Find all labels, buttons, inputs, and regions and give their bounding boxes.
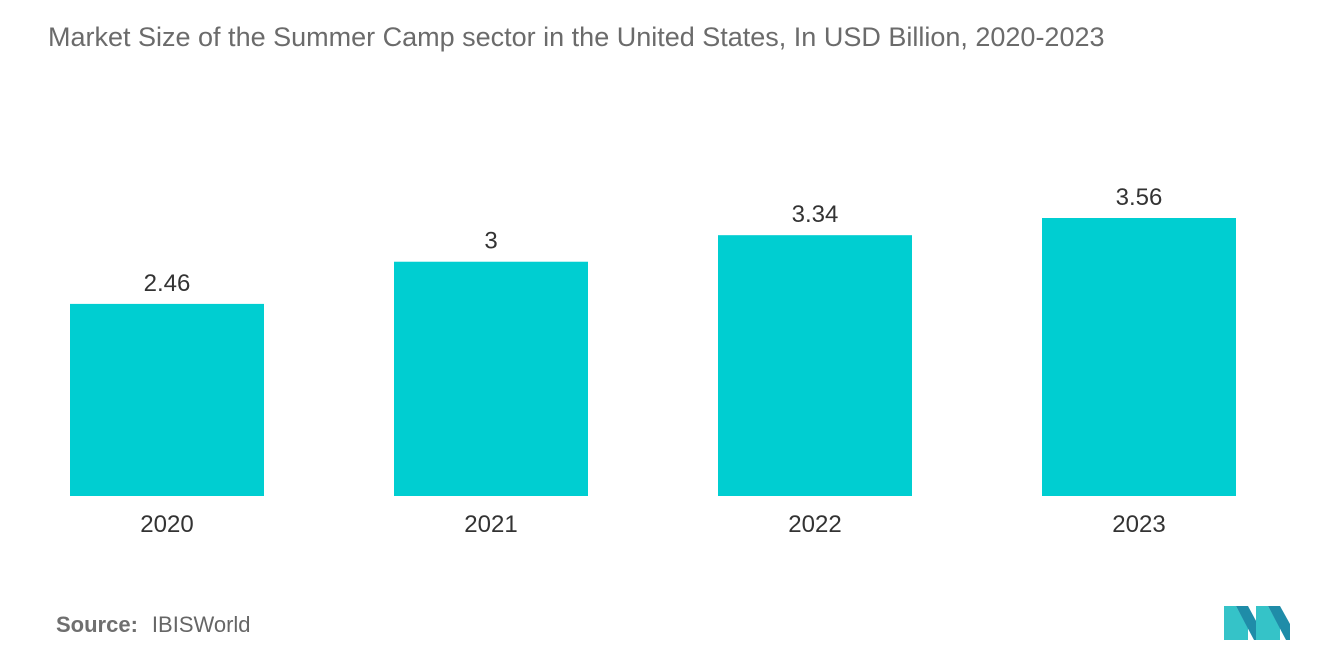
value-label-2022: 3.34 <box>792 201 839 228</box>
mordor-intelligence-logo-icon <box>1224 606 1290 640</box>
x-tick-label-2023: 2023 <box>1112 511 1165 538</box>
bar-2023 <box>1042 218 1236 496</box>
value-label-2020: 2.46 <box>144 270 191 297</box>
source-value: IBISWorld <box>151 612 251 637</box>
source-note: Source: IBISWorld <box>56 612 251 638</box>
chart-title: Market Size of the Summer Camp sector in… <box>48 22 1105 52</box>
bar-2021 <box>394 261 588 496</box>
x-tick-label-2020: 2020 <box>140 511 193 538</box>
x-tick-label-2021: 2021 <box>464 511 517 538</box>
value-label-2023: 3.56 <box>1116 184 1163 211</box>
source-label: Source: <box>56 612 138 637</box>
value-label-2021: 3 <box>484 228 497 255</box>
bar-2022 <box>718 235 912 496</box>
bar-2020 <box>70 303 264 496</box>
x-tick-label-2022: 2022 <box>788 511 841 538</box>
